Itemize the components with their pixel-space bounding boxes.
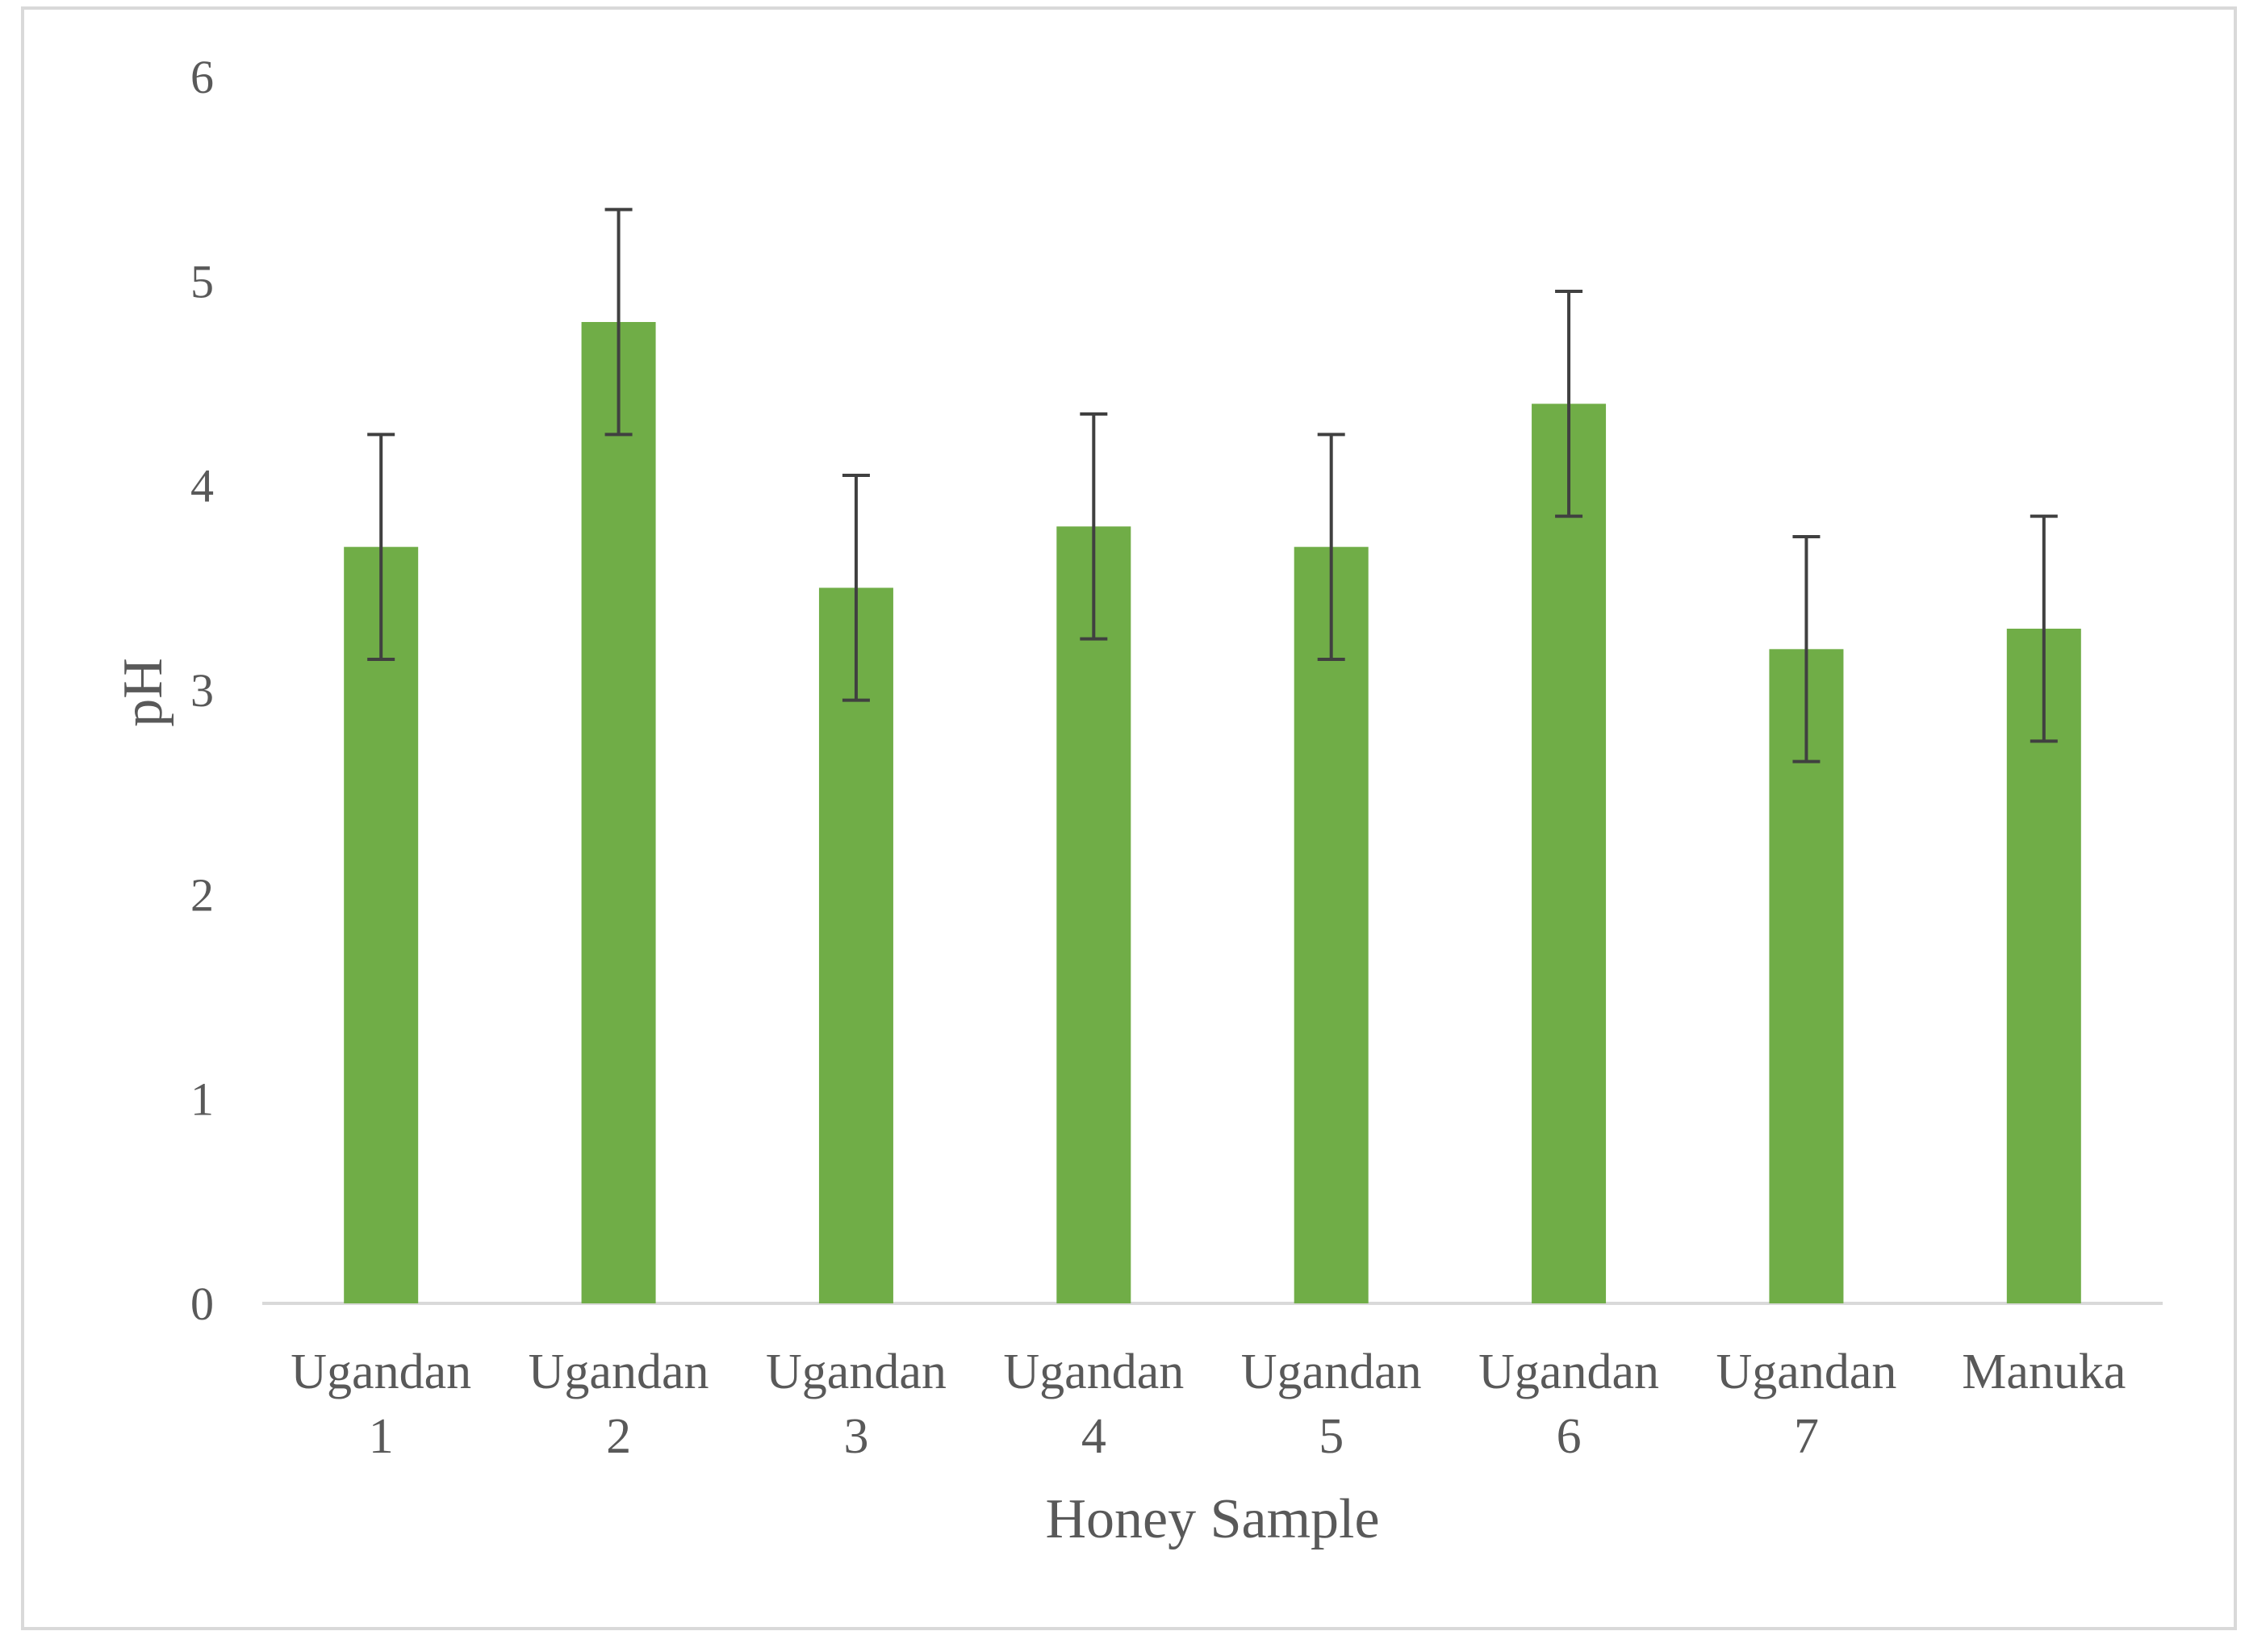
bar bbox=[344, 546, 419, 1303]
error-bar bbox=[604, 207, 633, 437]
x-tick-label: 4 bbox=[1081, 1409, 1106, 1464]
y-tick-label: 3 bbox=[190, 664, 214, 717]
x-axis-title: Honey Sample bbox=[1045, 1488, 1379, 1550]
x-tick-label: Ugandan bbox=[291, 1345, 471, 1399]
x-tick-label: 2 bbox=[606, 1409, 631, 1464]
bar bbox=[1532, 404, 1607, 1303]
y-tick-label: 0 bbox=[190, 1278, 214, 1330]
x-tick-label: 6 bbox=[1557, 1409, 1582, 1464]
x-tick-label: Ugandan bbox=[1241, 1345, 1422, 1399]
bar bbox=[818, 588, 893, 1303]
x-tick-label: Ugandan bbox=[529, 1345, 709, 1399]
error-bar bbox=[1080, 412, 1108, 641]
error-bar bbox=[367, 433, 395, 661]
x-tick-label: 3 bbox=[843, 1409, 868, 1464]
x-tick-label: Ugandan bbox=[1716, 1345, 1897, 1399]
x-tick-label: Ugandan bbox=[1003, 1345, 1184, 1399]
bar bbox=[1056, 526, 1131, 1303]
error-bar-series bbox=[367, 207, 2058, 763]
y-tick-label: 5 bbox=[190, 255, 214, 307]
x-tick-label: 5 bbox=[1319, 1409, 1344, 1464]
error-bar bbox=[2030, 514, 2058, 743]
bar bbox=[1294, 546, 1369, 1303]
y-tick-label: 6 bbox=[190, 51, 214, 103]
y-tick-label: 1 bbox=[190, 1073, 214, 1126]
x-tick-label: Manuka bbox=[1962, 1345, 2126, 1399]
x-tick-label: Ugandan bbox=[1478, 1345, 1659, 1399]
bar-series bbox=[344, 322, 2081, 1303]
x-tick-label: Ugandan bbox=[766, 1345, 947, 1399]
y-axis-tick-labels: 0 1 2 3 4 5 6 bbox=[190, 51, 214, 1330]
y-tick-label: 4 bbox=[190, 460, 214, 512]
error-bar bbox=[1317, 433, 1345, 661]
x-axis-category-labels: Ugandan 1 Ugandan 2 Ugandan 3 Ugandan 4 Ugandan 5… bbox=[291, 1345, 2126, 1464]
error-bar bbox=[1792, 535, 1821, 763]
x-tick-label: 1 bbox=[369, 1409, 394, 1464]
error-bar bbox=[842, 474, 870, 702]
x-tick-label: 7 bbox=[1794, 1409, 1819, 1464]
y-tick-label: 2 bbox=[190, 868, 214, 921]
bar bbox=[581, 322, 656, 1303]
y-axis-title: pH bbox=[112, 658, 174, 727]
error-bar bbox=[1555, 290, 1583, 518]
